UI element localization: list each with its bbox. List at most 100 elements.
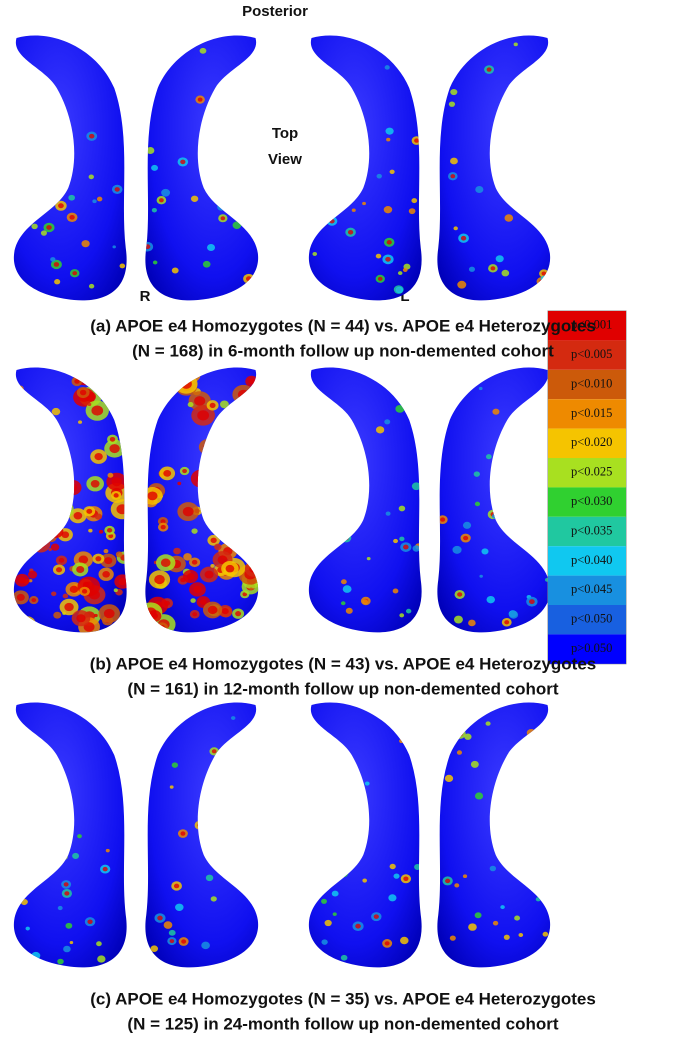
significance-blob <box>250 898 259 905</box>
significance-core <box>14 75 20 80</box>
significance-core <box>386 240 392 245</box>
significance-core <box>182 506 194 517</box>
significance-core <box>232 454 244 465</box>
significance-core <box>102 570 110 578</box>
significance-blob <box>18 616 36 632</box>
significance-blob <box>202 260 211 268</box>
significance-core <box>180 159 186 165</box>
posterior-label: Posterior <box>242 3 308 20</box>
significance-blob <box>92 199 97 204</box>
significance-blob <box>501 269 510 277</box>
significance-core <box>61 531 70 539</box>
surfaces <box>13 35 551 968</box>
significance-blob <box>210 563 215 568</box>
significance-blob <box>315 144 323 151</box>
legend-swatch <box>548 311 626 341</box>
significance-blob <box>508 610 519 619</box>
surface <box>13 702 127 968</box>
significance-core <box>504 620 510 625</box>
significance-blob <box>318 621 326 628</box>
significance-blob <box>222 446 247 468</box>
significance-blob <box>183 553 192 561</box>
legend-swatch <box>548 634 626 664</box>
significance-blob <box>105 848 110 853</box>
significance-blob <box>462 521 472 529</box>
significance-core <box>407 391 413 396</box>
significance-blob <box>175 903 184 911</box>
significance-core <box>154 574 165 585</box>
significance-blob <box>464 733 472 740</box>
significance-blob <box>411 482 421 491</box>
significance-blob <box>321 939 328 945</box>
significance-blob <box>479 574 483 578</box>
significance-blob <box>325 506 332 512</box>
significance-blob <box>312 860 321 868</box>
significance-core <box>197 410 210 421</box>
significance-core <box>527 147 533 153</box>
significance-blob <box>74 367 95 382</box>
significance-blob <box>50 499 74 520</box>
right-label: R <box>140 288 151 305</box>
significance-blob <box>508 131 518 140</box>
significance-blob <box>528 623 539 632</box>
significance-core <box>81 589 88 594</box>
significance-blob <box>409 705 421 715</box>
surface <box>308 367 422 633</box>
significance-blob <box>174 374 198 394</box>
significance-blob <box>93 613 98 618</box>
significance-blob <box>18 621 23 625</box>
panel-caption: (a) APOE e4 Homozygotes (N = 44) vs. APO… <box>90 316 596 335</box>
significance-blob <box>241 536 245 540</box>
hippocampus-surface <box>437 35 551 301</box>
significance-blob <box>385 127 394 135</box>
significance-core <box>64 891 70 896</box>
significance-blob <box>190 195 199 202</box>
significance-blob <box>48 547 53 552</box>
significance-blob <box>169 785 174 789</box>
significance-core <box>111 477 122 487</box>
significance-core <box>457 592 463 597</box>
significance-core <box>104 557 113 565</box>
significance-map <box>312 45 422 294</box>
significance-blob <box>93 45 99 51</box>
significance-blob <box>214 543 222 551</box>
left-label: L <box>400 288 409 305</box>
hippocampus-surface <box>13 702 127 968</box>
significance-blob <box>321 836 333 847</box>
significance-core <box>36 201 42 206</box>
significance-blob <box>481 548 489 555</box>
significance-core <box>180 831 186 836</box>
significance-blob <box>31 951 41 960</box>
legend-label: p<0.001 <box>571 318 612 332</box>
significance-blob <box>518 932 524 938</box>
significance-core <box>74 379 80 384</box>
significance-blob <box>103 549 109 554</box>
significance-blob <box>393 873 400 879</box>
significance-blob <box>168 929 176 936</box>
significance-blob <box>232 439 240 446</box>
significance-core <box>234 420 242 427</box>
significance-core <box>160 524 166 530</box>
significance-blob <box>388 894 397 902</box>
significance-blob <box>312 102 323 112</box>
significance-core <box>94 452 103 461</box>
significance-blob <box>486 595 495 604</box>
significance-blob <box>69 941 74 945</box>
significance-core <box>440 517 446 522</box>
significance-core <box>192 612 198 617</box>
significance-blob <box>161 188 171 197</box>
significance-map <box>13 36 126 289</box>
significance-blob <box>145 382 158 397</box>
panel-caption: (N = 168) in 6-month follow up non-demen… <box>132 341 554 360</box>
significance-core <box>169 939 175 944</box>
significance-core <box>180 378 192 389</box>
significance-core <box>196 473 207 484</box>
significance-core <box>373 914 379 919</box>
significance-blob <box>393 538 398 544</box>
significance-core <box>208 500 218 509</box>
significance-blob <box>105 716 112 723</box>
significance-blob <box>386 137 391 142</box>
significance-blob <box>98 529 104 534</box>
legend-swatch <box>548 458 626 488</box>
significance-blob <box>239 188 244 192</box>
